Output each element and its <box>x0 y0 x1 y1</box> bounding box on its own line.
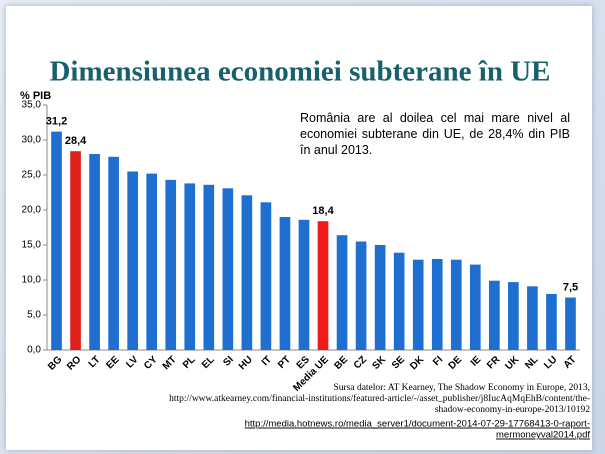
bar <box>222 188 234 350</box>
x-tick-label: SE <box>390 354 407 371</box>
x-tick-label: LV <box>124 354 141 371</box>
y-tick-label: 25,0 <box>22 170 42 181</box>
x-tick-label: EL <box>200 354 217 371</box>
value-label: 31,2 <box>46 116 67 128</box>
x-tick-label: FR <box>485 354 503 372</box>
bar <box>546 294 557 350</box>
x-tick-label: PT <box>276 354 293 371</box>
source-line: Sursa datelor: AT Kearney, The Shadow Ec… <box>333 383 590 393</box>
bar <box>127 171 138 350</box>
value-label: 28,4 <box>65 135 87 147</box>
bar <box>469 264 481 350</box>
bar <box>527 286 538 350</box>
y-axis-label: % PIB <box>20 90 51 102</box>
chart-title: Dimensiunea economiei subterane în UE <box>49 56 550 88</box>
source-link: http://media.hotnews.ro/media_server1/do… <box>245 419 590 430</box>
source-link: mermoneyval2014.pdf <box>496 430 590 441</box>
bar <box>165 179 177 350</box>
bar <box>431 259 443 350</box>
annotation: România are al doilea cel mai mare nivel… <box>300 111 570 157</box>
y-tick-label: 10,0 <box>22 275 42 286</box>
x-tick-label: AT <box>562 354 579 371</box>
source-line: shadow-economy-in-europe-2013/10192 <box>435 405 590 415</box>
x-tick-label: LT <box>87 354 103 370</box>
x-tick-label: CZ <box>352 354 369 371</box>
bar <box>412 259 424 350</box>
x-tick-label: BG <box>46 354 65 373</box>
value-label: 18,4 <box>312 205 334 217</box>
bar <box>374 245 386 350</box>
bar <box>508 282 519 350</box>
x-tick-label: SI <box>221 354 236 369</box>
bar <box>70 151 81 350</box>
y-tick-label: 5,0 <box>27 310 41 321</box>
x-tick-label: IE <box>469 354 484 369</box>
x-tick-label: MT <box>161 354 179 372</box>
bar <box>317 221 329 350</box>
x-tick-label: PL <box>181 354 198 371</box>
bar <box>108 156 119 350</box>
x-tick-label: FI <box>431 354 445 368</box>
bar <box>203 184 215 350</box>
x-tick-label: IT <box>260 354 274 368</box>
y-tick-label: 30,0 <box>22 135 42 146</box>
bar <box>298 219 310 350</box>
y-tick-label: 20,0 <box>22 205 42 216</box>
x-tick-label: CY <box>142 354 160 372</box>
x-tick-label: RO <box>65 354 84 373</box>
bar <box>489 280 500 350</box>
x-tick-label: LU <box>542 354 559 371</box>
x-tick-label: EE <box>104 354 121 371</box>
x-tick-label: DK <box>408 354 427 373</box>
bar <box>450 259 462 350</box>
bar <box>146 173 158 350</box>
bar <box>336 235 348 350</box>
bar <box>184 183 196 350</box>
bar <box>355 241 367 350</box>
x-tick-label: DE <box>447 354 465 372</box>
value-label: 7,5 <box>563 281 578 293</box>
x-tick-label: BE <box>332 354 350 372</box>
source-line: http://www.atkearney.com/financial-insti… <box>169 393 590 404</box>
bar <box>279 217 291 350</box>
x-tick-label: SK <box>371 354 389 372</box>
y-tick-label: 15,0 <box>22 240 42 251</box>
x-tick-label: UK <box>503 354 522 373</box>
y-tick-label: 35,0 <box>22 100 42 111</box>
bar <box>89 154 100 350</box>
bar <box>260 202 272 350</box>
bar <box>565 297 576 350</box>
bar <box>51 131 62 350</box>
y-tick-label: 0,0 <box>27 345 41 356</box>
bar <box>393 252 405 350</box>
bar <box>241 195 253 350</box>
x-tick-label: NL <box>523 354 540 371</box>
x-tick-label: HU <box>237 354 255 372</box>
